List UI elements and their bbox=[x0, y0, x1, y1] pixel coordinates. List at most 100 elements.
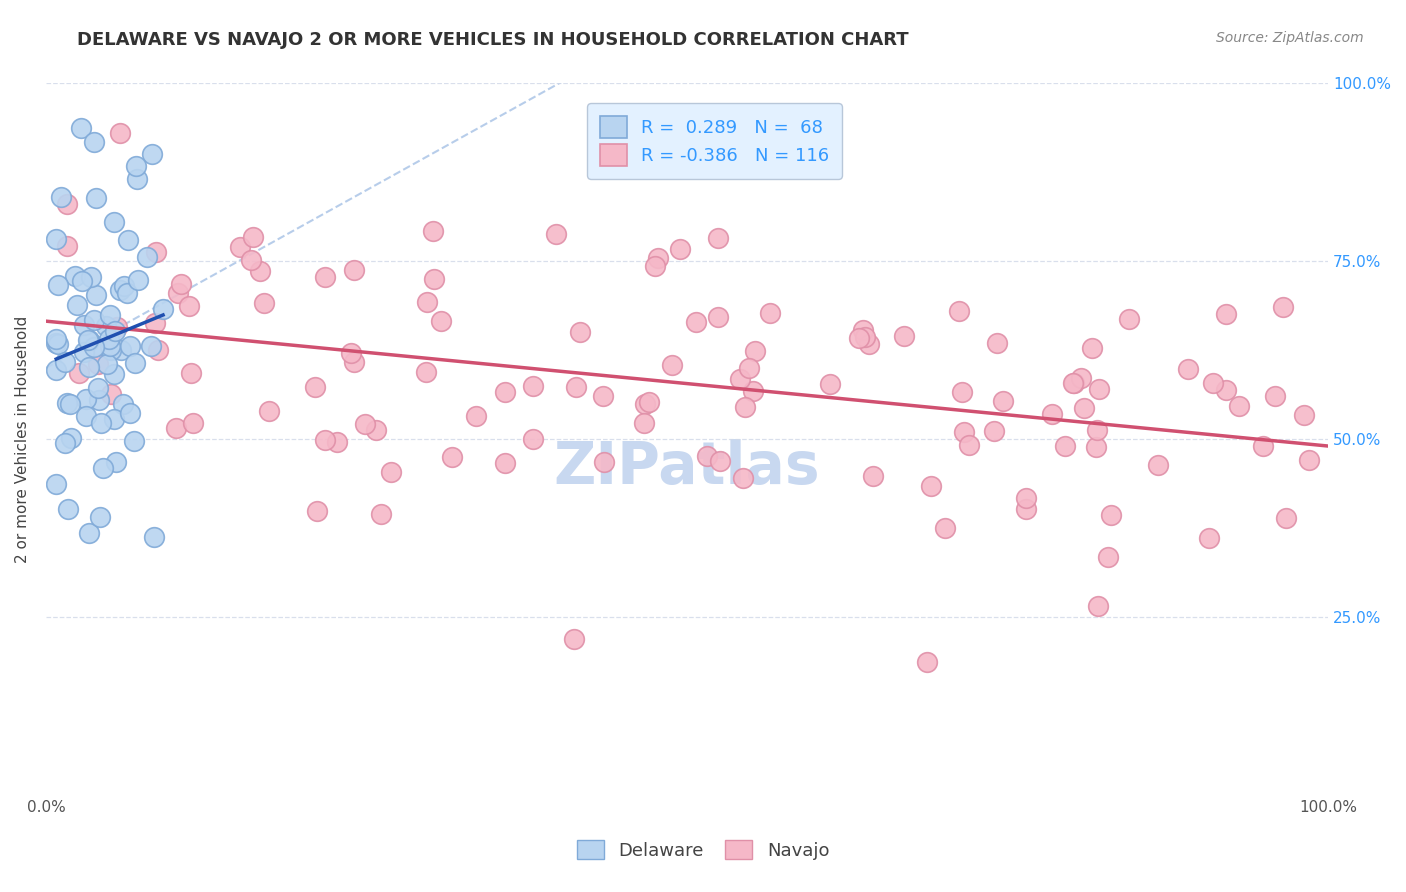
Point bbox=[80, 270, 103, 285]
Point bbox=[991, 394, 1014, 409]
Legend: R =  0.289   N =  68, R = -0.386   N = 116: R = 0.289 N = 68, R = -0.386 N = 116 bbox=[588, 103, 842, 178]
Text: Source: ZipAtlas.com: Source: ZipAtlas.com bbox=[1216, 31, 1364, 45]
Point bbox=[152, 301, 174, 316]
Point bbox=[124, 356, 146, 370]
Point bbox=[893, 328, 915, 343]
Point bbox=[915, 655, 938, 669]
Point bbox=[758, 306, 780, 320]
Point bbox=[1274, 511, 1296, 525]
Point bbox=[1070, 371, 1092, 385]
Point bbox=[77, 333, 100, 347]
Point bbox=[94, 318, 117, 333]
Point bbox=[146, 343, 169, 357]
Point bbox=[87, 381, 110, 395]
Point bbox=[1177, 362, 1199, 376]
Point bbox=[957, 437, 980, 451]
Point bbox=[415, 365, 437, 379]
Point bbox=[122, 434, 145, 449]
Point bbox=[73, 345, 96, 359]
Point bbox=[1062, 376, 1084, 390]
Point bbox=[1099, 508, 1122, 522]
Point bbox=[853, 330, 876, 344]
Point bbox=[181, 416, 204, 430]
Point bbox=[668, 242, 690, 256]
Point bbox=[565, 380, 588, 394]
Point bbox=[1271, 300, 1294, 314]
Point bbox=[1085, 440, 1108, 454]
Point bbox=[429, 314, 451, 328]
Point bbox=[167, 286, 190, 301]
Point bbox=[464, 409, 486, 424]
Point bbox=[56, 238, 79, 252]
Point bbox=[98, 308, 121, 322]
Point bbox=[117, 233, 139, 247]
Point bbox=[1227, 399, 1250, 413]
Point bbox=[494, 456, 516, 470]
Point bbox=[125, 172, 148, 186]
Point bbox=[98, 332, 121, 346]
Point bbox=[45, 335, 67, 350]
Point bbox=[661, 358, 683, 372]
Point bbox=[343, 354, 366, 368]
Point bbox=[145, 244, 167, 259]
Point bbox=[343, 263, 366, 277]
Point bbox=[177, 299, 200, 313]
Point bbox=[118, 339, 141, 353]
Point bbox=[709, 454, 731, 468]
Point bbox=[370, 507, 392, 521]
Point bbox=[741, 384, 763, 399]
Point bbox=[1251, 439, 1274, 453]
Point bbox=[180, 366, 202, 380]
Point bbox=[77, 334, 100, 348]
Point bbox=[423, 272, 446, 286]
Point bbox=[240, 252, 263, 267]
Point bbox=[49, 190, 72, 204]
Point bbox=[633, 397, 655, 411]
Point bbox=[77, 359, 100, 374]
Point bbox=[136, 250, 159, 264]
Point bbox=[70, 274, 93, 288]
Point bbox=[1097, 550, 1119, 565]
Point bbox=[1147, 458, 1170, 473]
Point bbox=[84, 191, 107, 205]
Legend: Delaware, Navajo: Delaware, Navajo bbox=[569, 833, 837, 867]
Point bbox=[544, 227, 567, 241]
Point bbox=[63, 268, 86, 283]
Point bbox=[104, 324, 127, 338]
Point bbox=[90, 417, 112, 431]
Y-axis label: 2 or more Vehicles in Household: 2 or more Vehicles in Household bbox=[15, 316, 30, 563]
Point bbox=[83, 135, 105, 149]
Point bbox=[46, 277, 69, 292]
Point bbox=[744, 344, 766, 359]
Point bbox=[108, 283, 131, 297]
Point bbox=[98, 339, 121, 353]
Point bbox=[848, 331, 870, 345]
Point bbox=[562, 632, 585, 646]
Point bbox=[87, 357, 110, 371]
Point bbox=[950, 385, 973, 400]
Point bbox=[354, 417, 377, 431]
Point bbox=[100, 387, 122, 401]
Point bbox=[127, 273, 149, 287]
Point bbox=[314, 434, 336, 448]
Point bbox=[707, 231, 730, 245]
Point bbox=[67, 366, 90, 380]
Point bbox=[1292, 409, 1315, 423]
Point bbox=[55, 396, 77, 410]
Point bbox=[75, 409, 97, 423]
Point bbox=[53, 436, 76, 450]
Point bbox=[143, 530, 166, 544]
Point bbox=[249, 263, 271, 277]
Point bbox=[953, 425, 976, 439]
Point bbox=[569, 325, 592, 339]
Point bbox=[259, 404, 281, 418]
Point bbox=[103, 215, 125, 229]
Text: ZIPatlas: ZIPatlas bbox=[554, 439, 820, 496]
Point bbox=[696, 449, 718, 463]
Point bbox=[103, 412, 125, 426]
Point bbox=[53, 355, 76, 369]
Point bbox=[165, 421, 187, 435]
Point bbox=[314, 270, 336, 285]
Point bbox=[522, 432, 544, 446]
Point bbox=[852, 323, 875, 337]
